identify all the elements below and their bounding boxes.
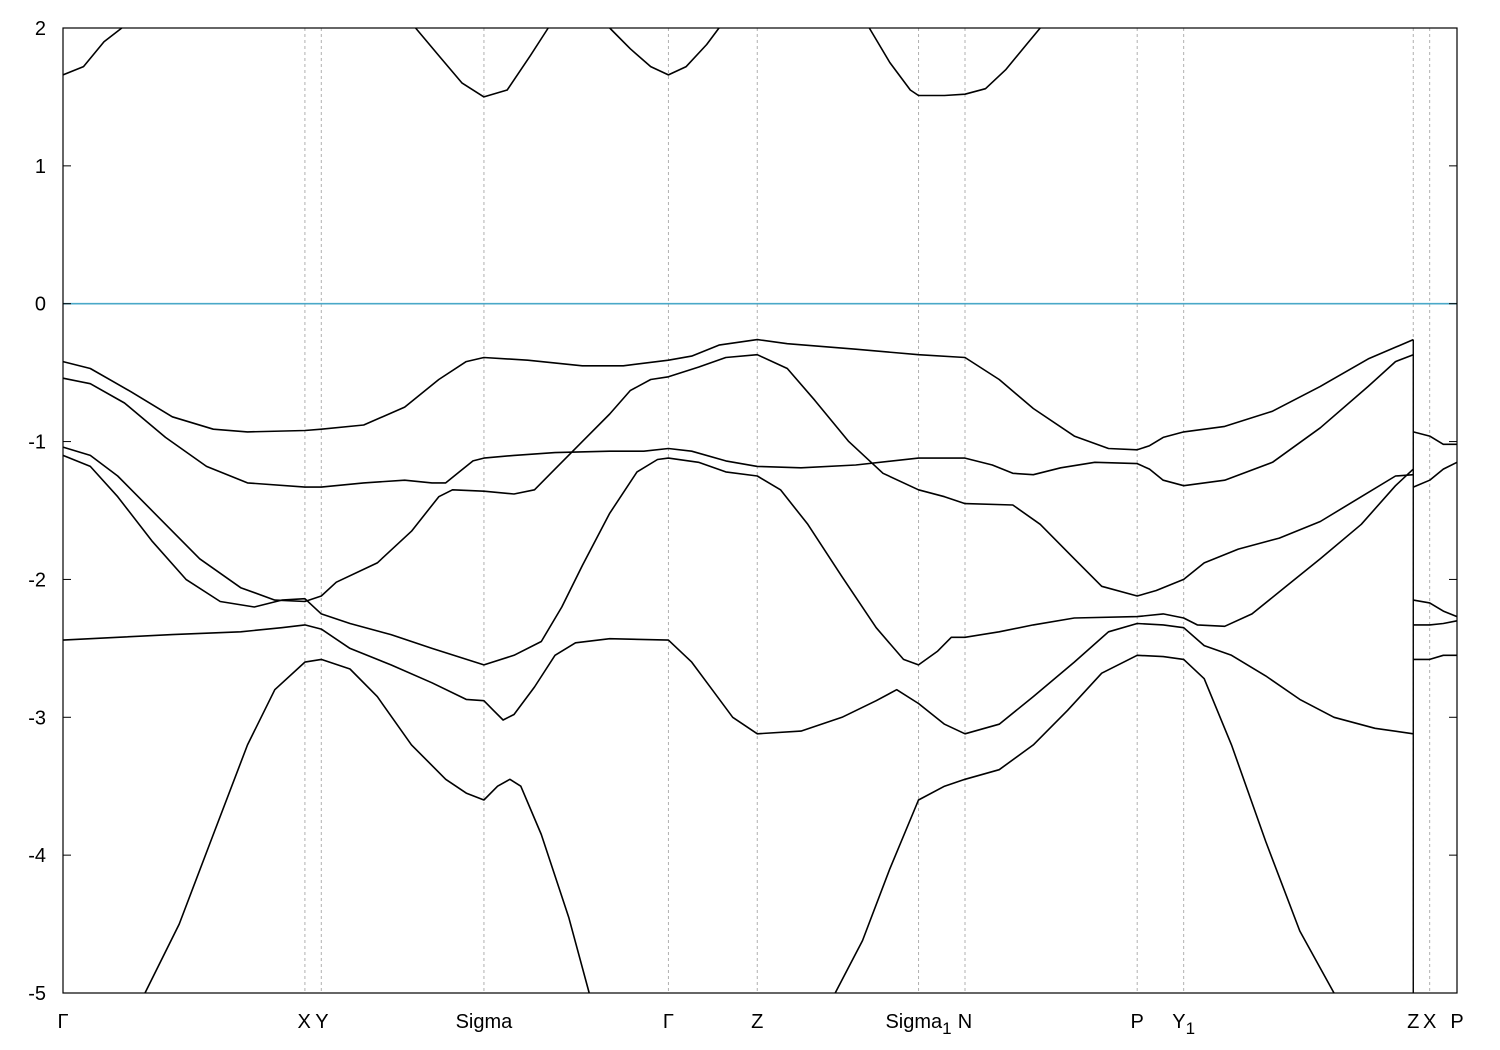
x-tick-label-4: Γ [663, 1011, 674, 1033]
x-tick-label-8: P [1131, 1011, 1144, 1033]
band-7-segment-2 [834, 654, 1335, 994]
x-tick-label-12: P [1450, 1011, 1463, 1033]
y-tick-label: 0 [35, 294, 46, 316]
band-2-segment-1 [62, 338, 1414, 451]
x-tick-label-3: Sigma [456, 1011, 514, 1033]
x-tick-label-5: Z [751, 1011, 763, 1033]
band-1-segment-1 [62, 27, 123, 76]
band-3-segment-2 [1412, 461, 1458, 488]
kpoint-gridlines [304, 28, 1431, 993]
band-5-segment-1 [62, 454, 1414, 666]
y-tick-label: -2 [28, 569, 46, 591]
y-tick-label: 2 [35, 18, 46, 40]
y-tick-label: -1 [28, 432, 46, 454]
band-lines [62, 27, 1458, 994]
y-axis: 2 1 0 -1 -2 -3 -4 -5 [28, 18, 1457, 1005]
x-axis: Γ X Y Sigma Γ Z Sigma1 N P Y1 Z X P [57, 1011, 1463, 1038]
x-tick-label-11: X [1423, 1011, 1436, 1033]
plot-frame [62, 27, 1458, 994]
band-2-segment-2 [1413, 431, 1457, 446]
band-1-segment-4 [868, 27, 1041, 97]
x-tick-label-7: N [958, 1011, 972, 1033]
y-tick-label: -4 [28, 845, 46, 867]
y-tick-label: 1 [35, 156, 46, 178]
x-tick-label-1: X [298, 1011, 311, 1033]
band-3-segment-1 [62, 353, 1414, 488]
band-4-segment-2 [1413, 654, 1457, 661]
y-tick-label: -3 [28, 707, 46, 729]
band-7-segment-1 [144, 658, 590, 994]
x-tick-label-6: Sigma1 [885, 1011, 951, 1038]
y-tick-label: -5 [28, 983, 46, 1005]
x-tick-label-9: Y1 [1172, 1011, 1195, 1038]
x-tick-label-2: Y [315, 1011, 328, 1033]
x-tick-label-10: Z [1407, 1011, 1419, 1033]
band-6-segment-2 [1413, 620, 1458, 626]
x-tick-label-0: Γ [57, 1011, 68, 1033]
band-6-segment-1 [62, 622, 1414, 735]
band-1-segment-3 [609, 27, 720, 76]
band-5-segment-2 [1413, 599, 1458, 618]
band-4-segment-1 [62, 353, 1414, 603]
band-1-segment-2 [414, 27, 549, 98]
